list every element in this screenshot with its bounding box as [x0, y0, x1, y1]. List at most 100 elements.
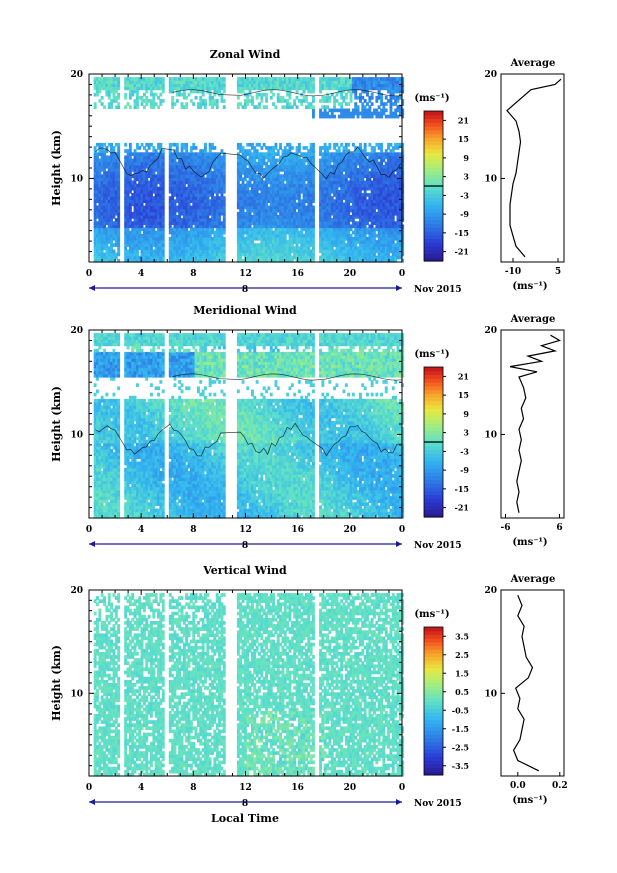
heatmap-cell: [98, 249, 102, 254]
heatmap-cell: [248, 177, 252, 182]
heatmap-cell: [128, 161, 132, 166]
heatmap-cell: [140, 171, 144, 175]
heatmap-cell: [105, 186, 109, 191]
heatmap-cell: [201, 233, 205, 238]
heatmap-cell: [197, 177, 200, 182]
heatmap-cell: [140, 255, 144, 260]
heatmap-cell: [192, 83, 196, 88]
heatmap-cell: [220, 221, 224, 225]
heatmap-cell: [243, 105, 247, 109]
heatmap-cell: [112, 161, 116, 166]
heatmap-cell: [222, 258, 226, 263]
heatmap-cell: [98, 211, 102, 216]
heatmap-cell: [253, 227, 257, 232]
heatmap-cell: [161, 230, 165, 235]
heatmap-cell: [218, 86, 221, 91]
heatmap-cell: [126, 158, 130, 163]
heatmap-cell: [128, 236, 132, 241]
heatmap-cell: [208, 205, 212, 210]
heatmap-cell: [145, 174, 149, 178]
heatmap-cell: [138, 236, 142, 241]
heatmap-cell: [133, 221, 137, 225]
heatmap-cell: [262, 80, 266, 84]
heatmap-cell: [157, 83, 160, 88]
heatmap-cell: [194, 227, 198, 232]
heatmap-cell: [192, 249, 196, 254]
heatmap-cell: [246, 221, 250, 225]
heatmap-cell: [112, 146, 116, 150]
heatmap-cell: [157, 168, 160, 172]
heatmap-cell: [126, 186, 130, 191]
heatmap-cell: [239, 205, 243, 210]
heatmap-cell: [218, 208, 221, 213]
heatmap-cell: [161, 252, 165, 257]
heatmap-cell: [185, 177, 189, 182]
heatmap-cell: [145, 193, 149, 197]
heatmap-cell: [161, 83, 165, 88]
heatmap-cell: [337, 146, 341, 150]
heatmap-cell: [110, 233, 113, 238]
heatmap-cell: [175, 80, 179, 84]
heatmap-cell: [145, 77, 149, 81]
heatmap-cell: [253, 224, 257, 229]
heatmap-cell: [133, 177, 137, 182]
heatmap-cell: [201, 168, 205, 172]
heatmap-cell: [260, 193, 264, 197]
heatmap-cell: [251, 189, 254, 194]
heatmap-cell: [204, 205, 207, 210]
heatmap-cell: [206, 208, 210, 213]
heatmap-cell: [93, 196, 97, 200]
heatmap-cell: [213, 208, 217, 213]
heatmap-cell: [187, 249, 191, 254]
heatmap-cell: [262, 227, 266, 232]
heatmap-cell: [241, 146, 245, 150]
heatmap-cell: [241, 258, 245, 263]
heatmap-cell: [178, 230, 182, 235]
heatmap-cell: [126, 196, 130, 200]
heatmap-cell: [98, 230, 102, 235]
heatmap-cell: [159, 246, 163, 250]
heatmap-cell: [185, 227, 189, 232]
heatmap-cell: [126, 255, 130, 260]
heatmap-cell: [147, 246, 151, 250]
heatmap-cell: [171, 80, 175, 84]
heatmap-cell: [260, 80, 264, 84]
heatmap-cell: [93, 199, 97, 203]
heatmap-cell: [105, 243, 109, 247]
heatmap-cell: [103, 149, 106, 153]
heatmap-cell: [152, 183, 156, 188]
heatmap-cell: [204, 105, 207, 109]
heatmap-cell: [150, 224, 153, 229]
heatmap-cell: [187, 258, 191, 263]
heatmap-cell: [133, 249, 137, 254]
heatmap-cell: [136, 246, 139, 250]
heatmap-cell: [133, 164, 137, 169]
heatmap-cell: [124, 243, 128, 247]
heatmap-cell: [161, 86, 165, 91]
heatmap-cell: [152, 80, 156, 84]
heatmap-cell: [206, 230, 210, 235]
heatmap-cell: [117, 95, 121, 100]
heatmap-cell: [255, 155, 259, 160]
heatmap-cell: [241, 227, 245, 232]
heatmap-cell: [255, 196, 259, 200]
heatmap-cell: [215, 158, 219, 163]
heatmap-cell: [145, 246, 149, 250]
heatmap-cell: [117, 77, 121, 81]
heatmap-cell: [194, 211, 198, 216]
heatmap-cell: [211, 105, 214, 109]
heatmap-cell: [189, 252, 193, 257]
heatmap-cell: [201, 227, 205, 232]
heatmap-cell: [248, 230, 252, 235]
heatmap-cell: [204, 249, 207, 254]
heatmap-cell: [124, 92, 128, 97]
heatmap-cell: [171, 83, 175, 88]
heatmap-cell: [204, 161, 207, 166]
heatmap-cell: [114, 86, 118, 91]
heatmap-cell: [98, 233, 102, 238]
heatmap-cell: [128, 249, 132, 254]
heatmap-cell: [187, 218, 191, 222]
heatmap-cell: [147, 183, 151, 188]
heatmap-cell: [136, 249, 139, 254]
heatmap-cell: [211, 208, 214, 213]
